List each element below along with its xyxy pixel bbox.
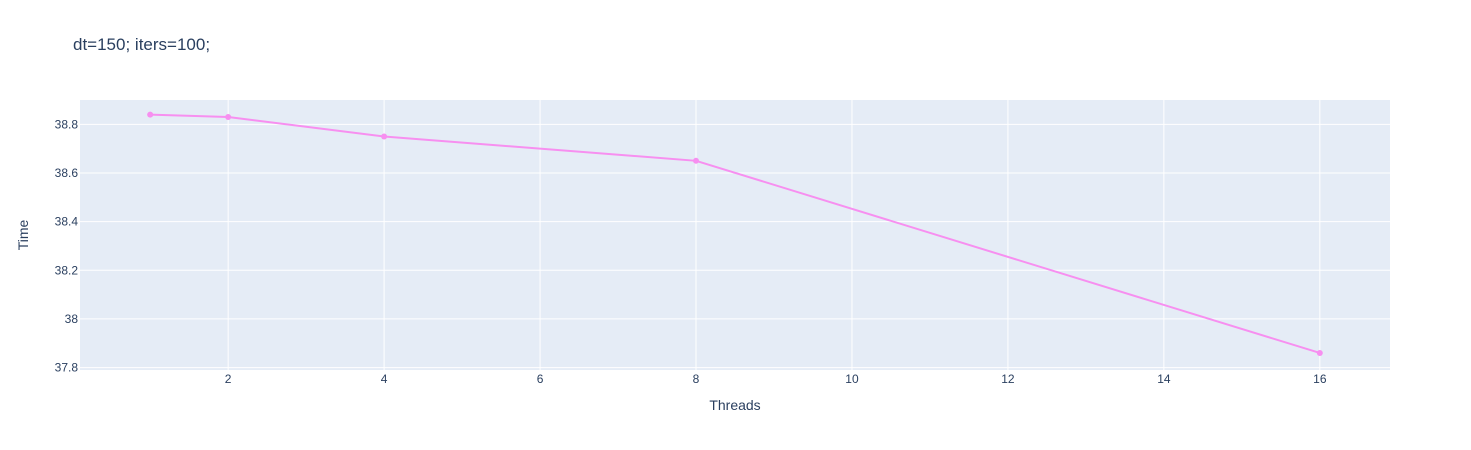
y-tick-label: 38.6: [55, 166, 79, 180]
y-tick-label: 38.4: [55, 215, 79, 229]
x-gridlines: [227, 100, 1321, 370]
data-point[interactable]: [381, 133, 388, 140]
x-tick-label: 2: [225, 372, 232, 386]
data-point[interactable]: [1316, 349, 1323, 356]
y-tick-label: 37.8: [55, 361, 79, 375]
plot-area: [80, 100, 1390, 370]
x-tick-label: 6: [537, 372, 544, 386]
chart-title: dt=150; iters=100;: [73, 35, 210, 54]
data-point[interactable]: [147, 111, 154, 118]
y-axis-title: Time: [15, 219, 31, 250]
x-tick-label: 12: [1001, 372, 1015, 386]
y-tick-labels: 37.8 38 38.2 38.4 38.6 38.8: [55, 117, 79, 374]
x-tick-label: 14: [1157, 372, 1171, 386]
y-tick-label: 38: [65, 312, 79, 326]
x-tick-label: 4: [381, 372, 388, 386]
x-tick-labels: 2 4 6 8 10 12 14 16: [225, 372, 1327, 386]
x-tick-label: 10: [845, 372, 859, 386]
x-tick-label: 8: [693, 372, 700, 386]
y-tick-label: 38.2: [55, 263, 79, 277]
points-layer: [147, 111, 1323, 356]
x-tick-label: 16: [1313, 372, 1327, 386]
data-point[interactable]: [693, 157, 700, 164]
y-tick-label: 38.8: [55, 117, 79, 131]
x-axis-title: Threads: [709, 397, 760, 413]
data-point[interactable]: [225, 114, 232, 121]
